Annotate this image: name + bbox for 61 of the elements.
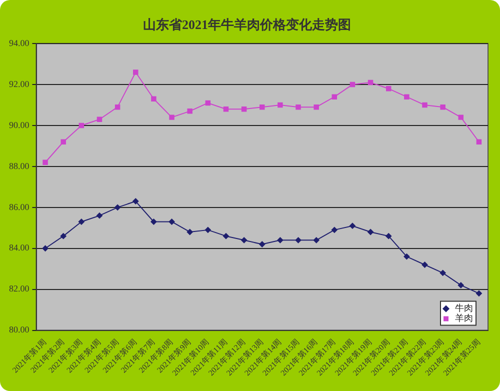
point [114, 204, 121, 210]
point [386, 86, 392, 92]
point [332, 94, 338, 100]
point [241, 106, 247, 112]
point [368, 80, 374, 86]
point [132, 198, 139, 204]
point [96, 116, 102, 122]
point [331, 226, 338, 233]
point [151, 96, 156, 102]
point [78, 218, 84, 225]
point [476, 290, 482, 296]
point [60, 233, 66, 240]
point [241, 237, 248, 244]
point [169, 114, 174, 120]
chart-title: 山东省2021年牛羊肉价格变化走势图 [143, 17, 351, 32]
point [186, 228, 193, 235]
point [422, 102, 428, 108]
point [277, 237, 284, 244]
point [476, 139, 482, 145]
point [96, 212, 102, 219]
point [278, 102, 283, 108]
point [187, 108, 192, 114]
point [205, 100, 211, 106]
y-tick-label: 80.00 [9, 324, 30, 335]
point [133, 70, 138, 75]
point [222, 233, 229, 240]
y-tick-label: 84.00 [9, 242, 30, 253]
point [78, 122, 84, 128]
point [404, 94, 410, 100]
y-tick-label: 92.00 [9, 78, 30, 89]
legend-label: 羊肉 [455, 313, 473, 324]
point [260, 104, 265, 110]
legend-label: 牛肉 [455, 303, 473, 314]
point [458, 114, 464, 120]
y-tick-label: 86.00 [9, 202, 30, 212]
y-tick-label: 90.00 [9, 120, 30, 130]
point [422, 262, 428, 268]
point [313, 237, 320, 244]
point [368, 228, 374, 235]
point [150, 218, 157, 225]
point [350, 82, 356, 88]
point [458, 282, 464, 288]
point [404, 254, 410, 260]
point [314, 104, 319, 110]
point [386, 233, 392, 240]
point [168, 218, 175, 225]
point [259, 241, 266, 248]
point [440, 270, 446, 276]
point [223, 106, 229, 112]
point [440, 104, 446, 110]
point [296, 104, 301, 110]
point [114, 104, 120, 110]
point [60, 139, 66, 145]
point [349, 222, 356, 229]
y-tick-label: 82.00 [9, 284, 30, 294]
point [295, 237, 302, 244]
point [204, 226, 211, 233]
y-tick-label: 88.00 [9, 160, 30, 171]
y-tick-label: 94.00 [9, 38, 30, 48]
point [42, 245, 48, 252]
point [42, 160, 48, 165]
